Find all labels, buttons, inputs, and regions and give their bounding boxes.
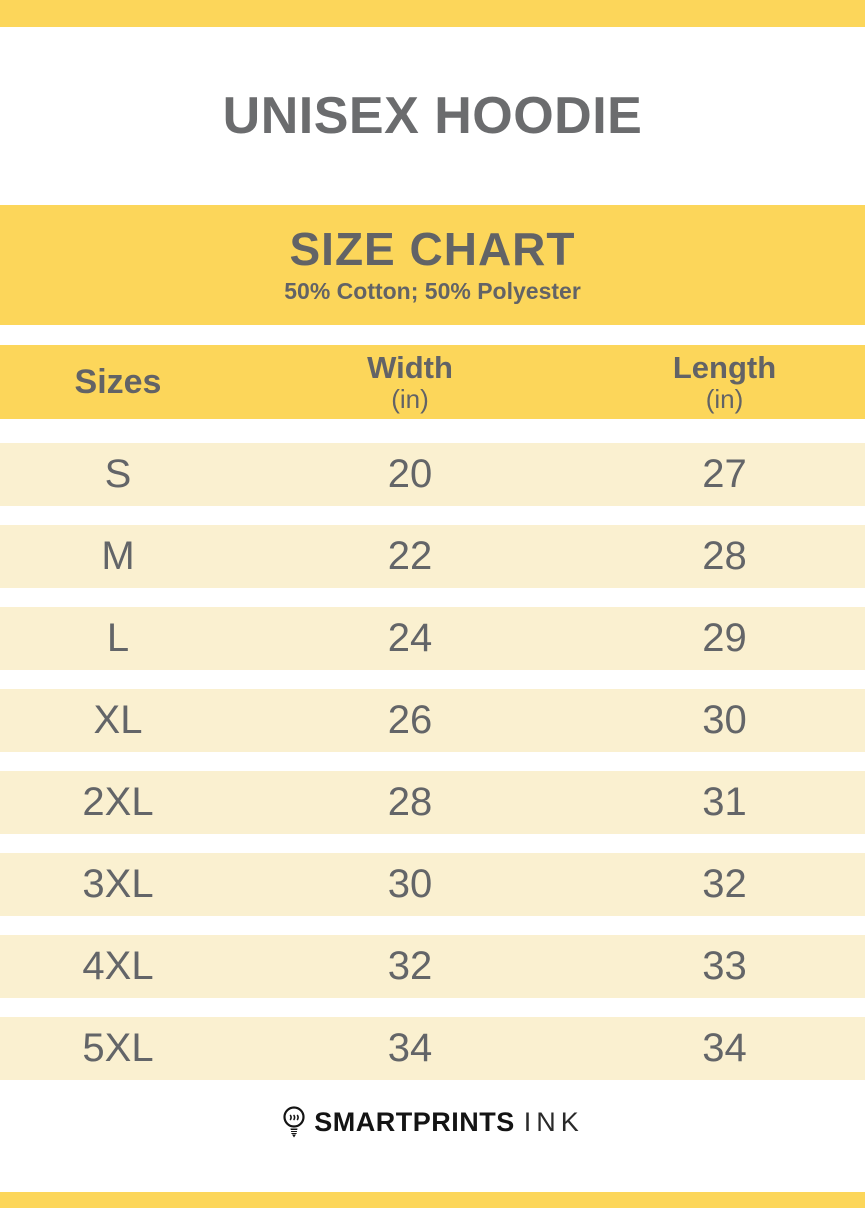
width-cell: 30: [387, 862, 433, 906]
length-cell: 33: [702, 944, 747, 988]
length-cell: 34: [702, 1026, 747, 1070]
header-unit-width: (in): [391, 383, 429, 414]
table-row: 3XL 30 32: [0, 853, 865, 916]
width-cell: 32: [387, 944, 433, 988]
table-row: L 24 29: [0, 607, 865, 670]
size-cell: L: [106, 616, 130, 660]
width-cell: 34: [387, 1026, 433, 1070]
size-chart-banner: SIZE CHART 50% Cotton; 50% Polyester: [0, 205, 865, 325]
size-chart-heading: SIZE CHART: [289, 223, 576, 276]
length-cell: 30: [702, 698, 747, 742]
table-row: S 20 27: [0, 443, 865, 506]
page-title: UNISEX HOODIE: [222, 87, 643, 145]
table-row: 4XL 32 33: [0, 935, 865, 998]
header-cell-length: Length (in): [584, 349, 865, 414]
width-cell: 24: [387, 616, 433, 660]
width-cell: 26: [387, 698, 433, 742]
size-cell: 5XL: [82, 1026, 154, 1070]
header-unit-length: (in): [705, 383, 744, 414]
size-cell: XL: [93, 698, 143, 742]
length-cell: 28: [702, 534, 747, 578]
width-cell: 22: [387, 534, 433, 578]
top-accent-bar: [0, 0, 865, 27]
header-label-length: Length: [672, 349, 777, 385]
table-row: XL 26 30: [0, 689, 865, 752]
lightbulb-icon: [281, 1105, 307, 1139]
width-cell: 28: [387, 780, 433, 824]
header-label-width: Width: [367, 349, 453, 385]
length-cell: 29: [702, 616, 747, 660]
bottom-accent-bar: [0, 1192, 865, 1208]
size-cell: 2XL: [82, 780, 154, 824]
table-row: 2XL 28 31: [0, 771, 865, 834]
size-cell: S: [104, 452, 132, 496]
brand-name-secondary: INK: [523, 1106, 584, 1137]
width-cell: 20: [387, 452, 433, 496]
length-cell: 27: [702, 452, 747, 496]
table-row: M 22 28: [0, 525, 865, 588]
table-row: 5XL 34 34: [0, 1017, 865, 1080]
length-cell: 31: [702, 780, 747, 824]
brand-footer: SMARTPRINTS INK: [0, 1100, 865, 1144]
size-cell: M: [101, 534, 135, 578]
size-cell: 3XL: [82, 862, 154, 906]
header-label-sizes: Sizes: [74, 363, 162, 401]
size-table-body: S 20 27 M 22 28 L 24 29 XL 26 30 2XL 28 …: [0, 443, 865, 1080]
header-cell-width: Width (in): [236, 349, 584, 414]
fabric-composition: 50% Cotton; 50% Polyester: [284, 277, 581, 304]
header-cell-sizes: Sizes: [0, 365, 236, 399]
table-header-row: Sizes Width (in) Length (in): [0, 345, 865, 419]
title-section: UNISEX HOODIE: [0, 27, 865, 205]
length-cell: 32: [702, 862, 747, 906]
size-cell: 4XL: [82, 944, 154, 988]
brand-name-primary: SMARTPRINTS: [314, 1106, 515, 1137]
